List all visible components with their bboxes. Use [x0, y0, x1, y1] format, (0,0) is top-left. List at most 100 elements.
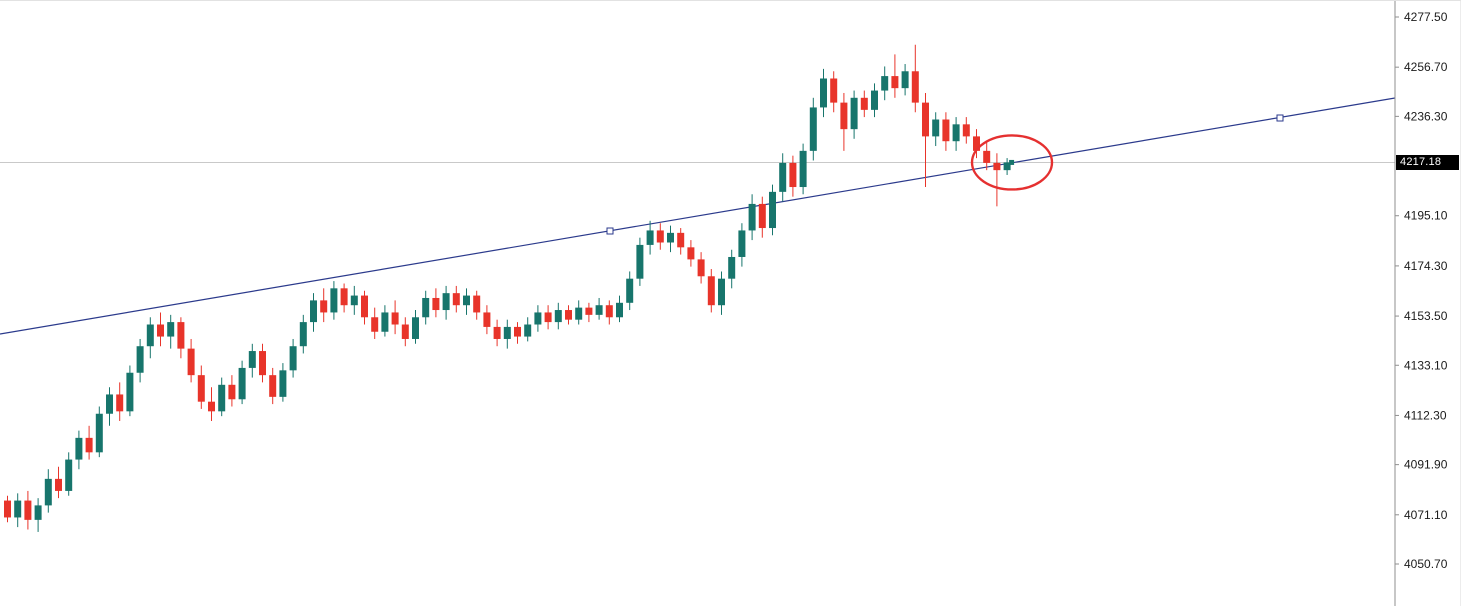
candle	[1003, 162, 1011, 171]
last-price-marker	[1009, 159, 1015, 165]
candle	[677, 232, 685, 248]
candle	[442, 293, 450, 311]
price-axis[interactable]: 4277.50 4256.70 4236.30 4195.10 4174.30 4153.…	[1394, 1, 1448, 606]
candle	[34, 505, 42, 520]
candle	[789, 162, 797, 188]
trendline-handle[interactable]	[1276, 114, 1284, 122]
candle	[779, 162, 787, 192]
candle	[840, 102, 848, 130]
candle	[136, 346, 144, 373]
candle	[269, 375, 277, 397]
candle	[820, 78, 827, 108]
candle	[595, 305, 603, 315]
candle	[463, 295, 470, 306]
candle	[636, 244, 644, 279]
candle	[177, 322, 185, 349]
candle	[554, 310, 562, 323]
candle	[95, 413, 103, 453]
candle	[473, 295, 481, 313]
candle	[483, 312, 491, 327]
candle	[167, 322, 175, 337]
price-axis-label: 4091.90	[1404, 458, 1448, 472]
candle	[911, 71, 919, 103]
candle	[901, 71, 909, 89]
trendline[interactable]	[0, 97, 1396, 335]
candle	[350, 295, 358, 306]
candle	[330, 288, 338, 313]
price-axis-label: 4133.10	[1404, 358, 1448, 372]
candle	[24, 500, 32, 520]
candle	[493, 326, 501, 339]
candle	[55, 478, 62, 491]
candle	[320, 300, 328, 313]
candle	[75, 437, 83, 460]
candle	[667, 232, 674, 243]
candle	[299, 322, 307, 347]
candle	[146, 324, 154, 347]
candle	[769, 191, 776, 229]
price-axis-label: 4277.50	[1404, 10, 1448, 24]
candle	[218, 384, 226, 412]
candle	[585, 307, 593, 315]
candle	[452, 293, 460, 306]
candle	[687, 247, 695, 260]
candle	[809, 107, 817, 151]
candle	[983, 150, 991, 163]
candle	[412, 317, 419, 339]
candle	[279, 370, 287, 397]
candle	[391, 312, 399, 325]
candle	[248, 351, 256, 368]
candle	[616, 302, 623, 318]
candle	[310, 300, 317, 323]
candle	[432, 297, 440, 311]
price-axis-label: 4174.30	[1404, 259, 1448, 273]
candle	[157, 324, 164, 337]
candle	[503, 326, 511, 339]
trendline-handles[interactable]	[606, 114, 1284, 235]
price-axis-label: 4050.70	[1404, 557, 1448, 571]
last-price-marker	[1009, 159, 1015, 165]
candle	[14, 500, 22, 518]
candle	[830, 78, 838, 103]
candle	[952, 124, 960, 142]
candle	[626, 278, 634, 303]
candle	[850, 97, 858, 130]
candle	[707, 276, 715, 306]
trendline-handle[interactable]	[606, 227, 614, 235]
price-axis-label: 4153.50	[1404, 309, 1448, 323]
candle	[758, 203, 766, 229]
candle	[106, 394, 113, 414]
candle	[44, 478, 52, 506]
candle	[361, 295, 368, 318]
highlight-ellipse[interactable]	[970, 134, 1054, 191]
candle	[289, 346, 297, 371]
candle	[371, 317, 379, 332]
highlight-ellipse-shape[interactable]	[970, 134, 1054, 191]
candle	[116, 394, 124, 412]
candle	[738, 230, 746, 257]
candle	[85, 437, 93, 453]
candle	[126, 372, 134, 412]
candle	[922, 102, 929, 137]
price-axis-label: 4236.30	[1404, 109, 1448, 123]
candle	[799, 150, 807, 188]
candle	[340, 288, 348, 306]
candle	[514, 326, 521, 337]
candle	[565, 310, 572, 320]
candle	[605, 305, 613, 318]
candle	[646, 230, 654, 245]
candle	[534, 312, 542, 325]
candle	[524, 324, 532, 337]
candle	[381, 312, 389, 332]
candle	[973, 136, 980, 151]
candle	[208, 401, 215, 412]
candlesticks	[4, 44, 1011, 532]
candle	[187, 348, 195, 376]
candle	[197, 375, 205, 402]
trendline-segment[interactable]	[0, 97, 1396, 335]
price-axis-label: 4256.70	[1404, 60, 1448, 74]
candle	[942, 119, 950, 142]
price-axis-label: 4071.10	[1404, 508, 1448, 522]
